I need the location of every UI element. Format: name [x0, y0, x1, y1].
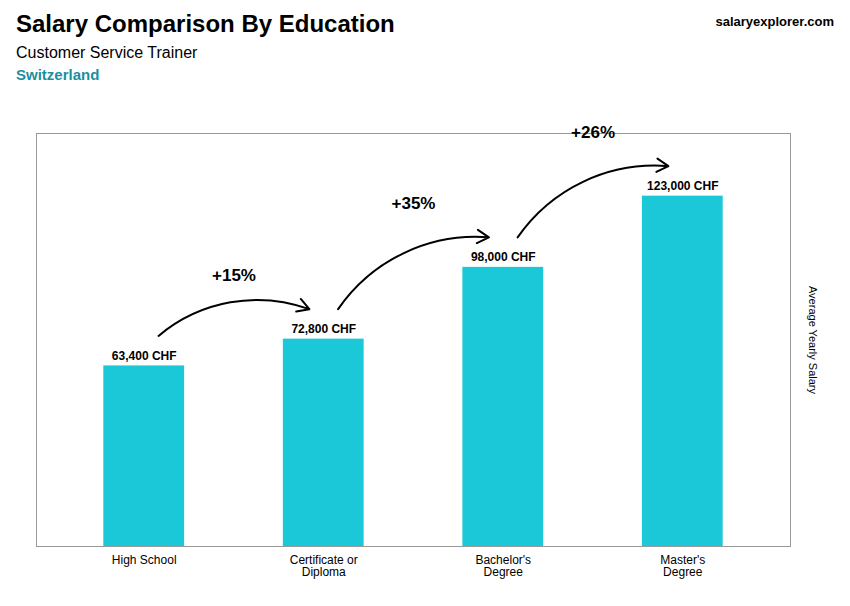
svg-text:72,800 CHF: 72,800 CHF — [291, 322, 356, 336]
svg-text:Master'sDegree: Master'sDegree — [660, 553, 705, 579]
svg-text:+35%: +35% — [392, 194, 436, 213]
svg-text:Certificate orDiploma: Certificate orDiploma — [290, 553, 358, 579]
svg-text:98,000 CHF: 98,000 CHF — [471, 250, 536, 264]
svg-text:123,000 CHF: 123,000 CHF — [647, 179, 718, 193]
html-text:Salary Comparison By Education: Salary Comparison By Education — [16, 10, 395, 37]
svg-text:+26%: +26% — [571, 123, 615, 142]
html-text:salaryexplorer.com: salaryexplorer.com — [715, 14, 834, 29]
svg-text:63,400 CHF: 63,400 CHF — [112, 349, 177, 363]
svg-text:High School: High School — [112, 553, 177, 567]
html-text:Switzerland: Switzerland — [16, 66, 100, 83]
html-text:Customer Service Trainer: Customer Service Trainer — [16, 44, 198, 61]
svg-text:Average Yearly Salary: Average Yearly Salary — [807, 286, 819, 395]
svg-text:+15%: +15% — [212, 266, 256, 285]
svg-text:Bachelor'sDegree: Bachelor'sDegree — [475, 553, 531, 579]
